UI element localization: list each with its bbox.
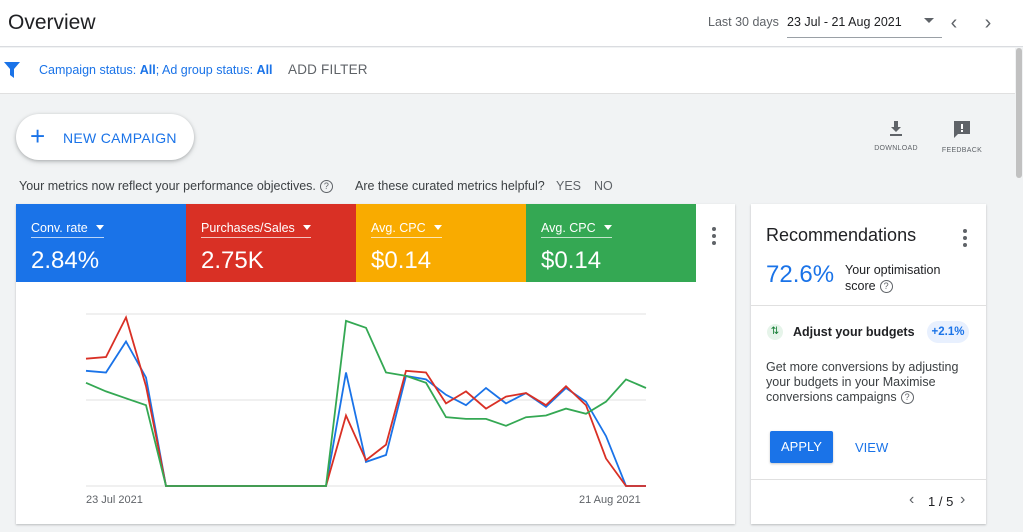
metric-tile-avg-cpc-2[interactable]: Avg. CPC $0.14: [526, 204, 696, 282]
metric-tile-purchases[interactable]: Purchases/Sales 2.75K: [186, 204, 356, 282]
ad-group-status-value: All: [256, 63, 273, 77]
help-icon[interactable]: ?: [319, 180, 333, 194]
metric-selector[interactable]: Purchases/Sales: [201, 221, 311, 238]
chevron-left-icon[interactable]: ‹: [909, 491, 915, 508]
recommendation-description-text: Get more conversions by adjusting your b…: [766, 360, 959, 404]
trend-arrows-icon: ⇅: [767, 324, 783, 340]
dropdown-arrow-icon: [95, 225, 104, 230]
x-axis-end-label: 21 Aug 2021: [579, 494, 641, 506]
metric-value: 2.75K: [201, 247, 264, 274]
view-button[interactable]: VIEW: [855, 440, 889, 455]
dropdown-arrow-icon[interactable]: [924, 18, 934, 23]
metric-selector[interactable]: Conv. rate: [31, 221, 104, 238]
filter-bar: Campaign status: All; Ad group status: A…: [0, 48, 1023, 94]
metric-value: $0.14: [541, 247, 602, 274]
metric-selector[interactable]: Avg. CPC: [541, 221, 612, 238]
page-scrollbar[interactable]: [1015, 48, 1023, 532]
optimisation-score-label: Your optimisation score?: [845, 262, 965, 294]
score-label-text: Your optimisation score: [845, 263, 941, 293]
ad-group-status-label: Ad group status:: [162, 63, 254, 77]
metrics-notice: Your metrics now reflect your performanc…: [19, 179, 333, 194]
metric-name: Avg. CPC: [371, 221, 426, 235]
scrollbar-thumb[interactable]: [1016, 48, 1022, 178]
line-chart: [85, 313, 647, 487]
help-icon[interactable]: ?: [879, 280, 893, 294]
chevron-right-icon[interactable]: ›: [960, 491, 966, 508]
recommendations-card: Recommendations 72.6% Your optimisation …: [751, 204, 986, 524]
feedback-label: FEEDBACK: [941, 147, 983, 154]
download-label: DOWNLOAD: [874, 145, 918, 152]
new-campaign-label: NEW CAMPAIGN: [63, 130, 177, 146]
help-icon[interactable]: ?: [900, 391, 914, 405]
page-title: Overview: [8, 11, 96, 34]
feedback-icon: [954, 121, 970, 138]
campaign-status-value: All: [139, 63, 156, 77]
divider: [751, 305, 986, 306]
metric-name: Conv. rate: [31, 221, 88, 235]
chevron-right-icon[interactable]: ›: [984, 12, 992, 34]
active-filters[interactable]: Campaign status: All; Ad group status: A…: [39, 63, 273, 77]
metric-name: Purchases/Sales: [201, 221, 295, 235]
series-line-2: [85, 319, 647, 487]
more-options-icon[interactable]: [704, 224, 724, 248]
dropdown-arrow-icon: [603, 225, 612, 230]
campaign-status-label: Campaign status:: [39, 63, 137, 77]
recommendation-description: Get more conversions by adjusting your b…: [766, 360, 976, 405]
yes-button[interactable]: YES: [556, 179, 582, 193]
metric-value: $0.14: [371, 247, 432, 274]
dropdown-arrow-icon: [433, 225, 442, 230]
series-line-0: [85, 339, 646, 487]
no-button[interactable]: NO: [594, 179, 613, 193]
performance-chart-card: Conv. rate 2.84% Purchases/Sales 2.75K A…: [16, 204, 735, 524]
dropdown-arrow-icon: [302, 225, 311, 230]
metric-tile-conv-rate[interactable]: Conv. rate 2.84%: [16, 204, 186, 282]
recommendations-title: Recommendations: [766, 225, 917, 245]
more-options-icon[interactable]: [955, 226, 975, 250]
uplift-badge: +2.1%: [927, 321, 969, 343]
metric-tile-avg-cpc[interactable]: Avg. CPC $0.14: [356, 204, 526, 282]
download-button[interactable]: DOWNLOAD: [866, 120, 926, 152]
feedback-button[interactable]: FEEDBACK: [932, 120, 992, 154]
metric-value: 2.84%: [31, 247, 100, 274]
new-campaign-button[interactable]: + NEW CAMPAIGN: [16, 114, 194, 160]
helpful-question: Are these curated metrics helpful?: [355, 179, 545, 193]
optimisation-score: 72.6%: [766, 261, 835, 288]
x-axis-start-label: 23 Jul 2021: [86, 494, 143, 506]
pager-indicator: 1 / 5: [928, 494, 954, 509]
metric-selector[interactable]: Avg. CPC: [371, 221, 442, 238]
divider: [751, 479, 986, 480]
series-line-1: [85, 314, 646, 487]
add-filter-button[interactable]: ADD FILTER: [288, 62, 368, 77]
apply-button[interactable]: APPLY: [770, 431, 833, 463]
filter-separator: ;: [155, 63, 160, 77]
download-icon: [890, 121, 902, 136]
filter-icon[interactable]: [4, 62, 20, 78]
date-range-label: Last 30 days: [708, 15, 779, 29]
metric-name: Avg. CPC: [541, 221, 596, 235]
page-header: Overview Last 30 days 23 Jul - 21 Aug 20…: [0, 0, 1023, 47]
recommendation-title: Adjust your budgets: [793, 325, 915, 339]
chevron-left-icon[interactable]: ‹: [950, 12, 958, 34]
date-range-selector[interactable]: 23 Jul - 21 Aug 2021: [787, 8, 942, 38]
metrics-notice-text: Your metrics now reflect your performanc…: [19, 179, 316, 193]
plus-icon: +: [30, 121, 46, 151]
